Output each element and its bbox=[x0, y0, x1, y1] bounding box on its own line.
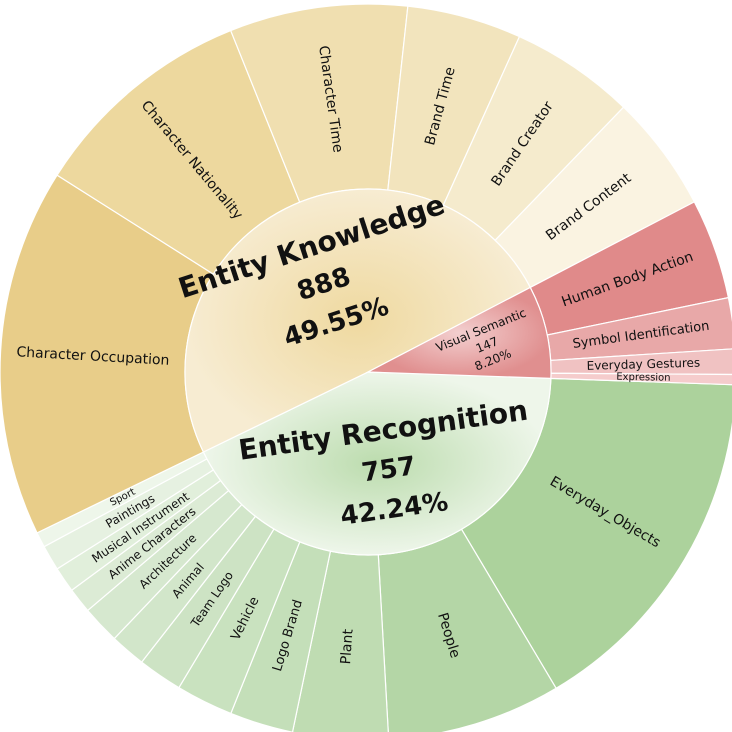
inner-ring bbox=[184, 188, 552, 556]
outer-label-everyday-gestures: Everyday Gestures bbox=[586, 356, 700, 373]
inner-segment-entity-recognition[interactable] bbox=[202, 371, 552, 556]
outer-label-plant: Plant bbox=[338, 628, 357, 665]
outer-ring bbox=[0, 3, 732, 732]
outer-label-expression: Expression bbox=[616, 372, 671, 384]
inner-segment-entity-knowledge[interactable] bbox=[184, 188, 532, 453]
inner-segment-visual-semantic[interactable] bbox=[365, 286, 552, 380]
inner-value-entity-recognition: 757 bbox=[360, 451, 418, 488]
